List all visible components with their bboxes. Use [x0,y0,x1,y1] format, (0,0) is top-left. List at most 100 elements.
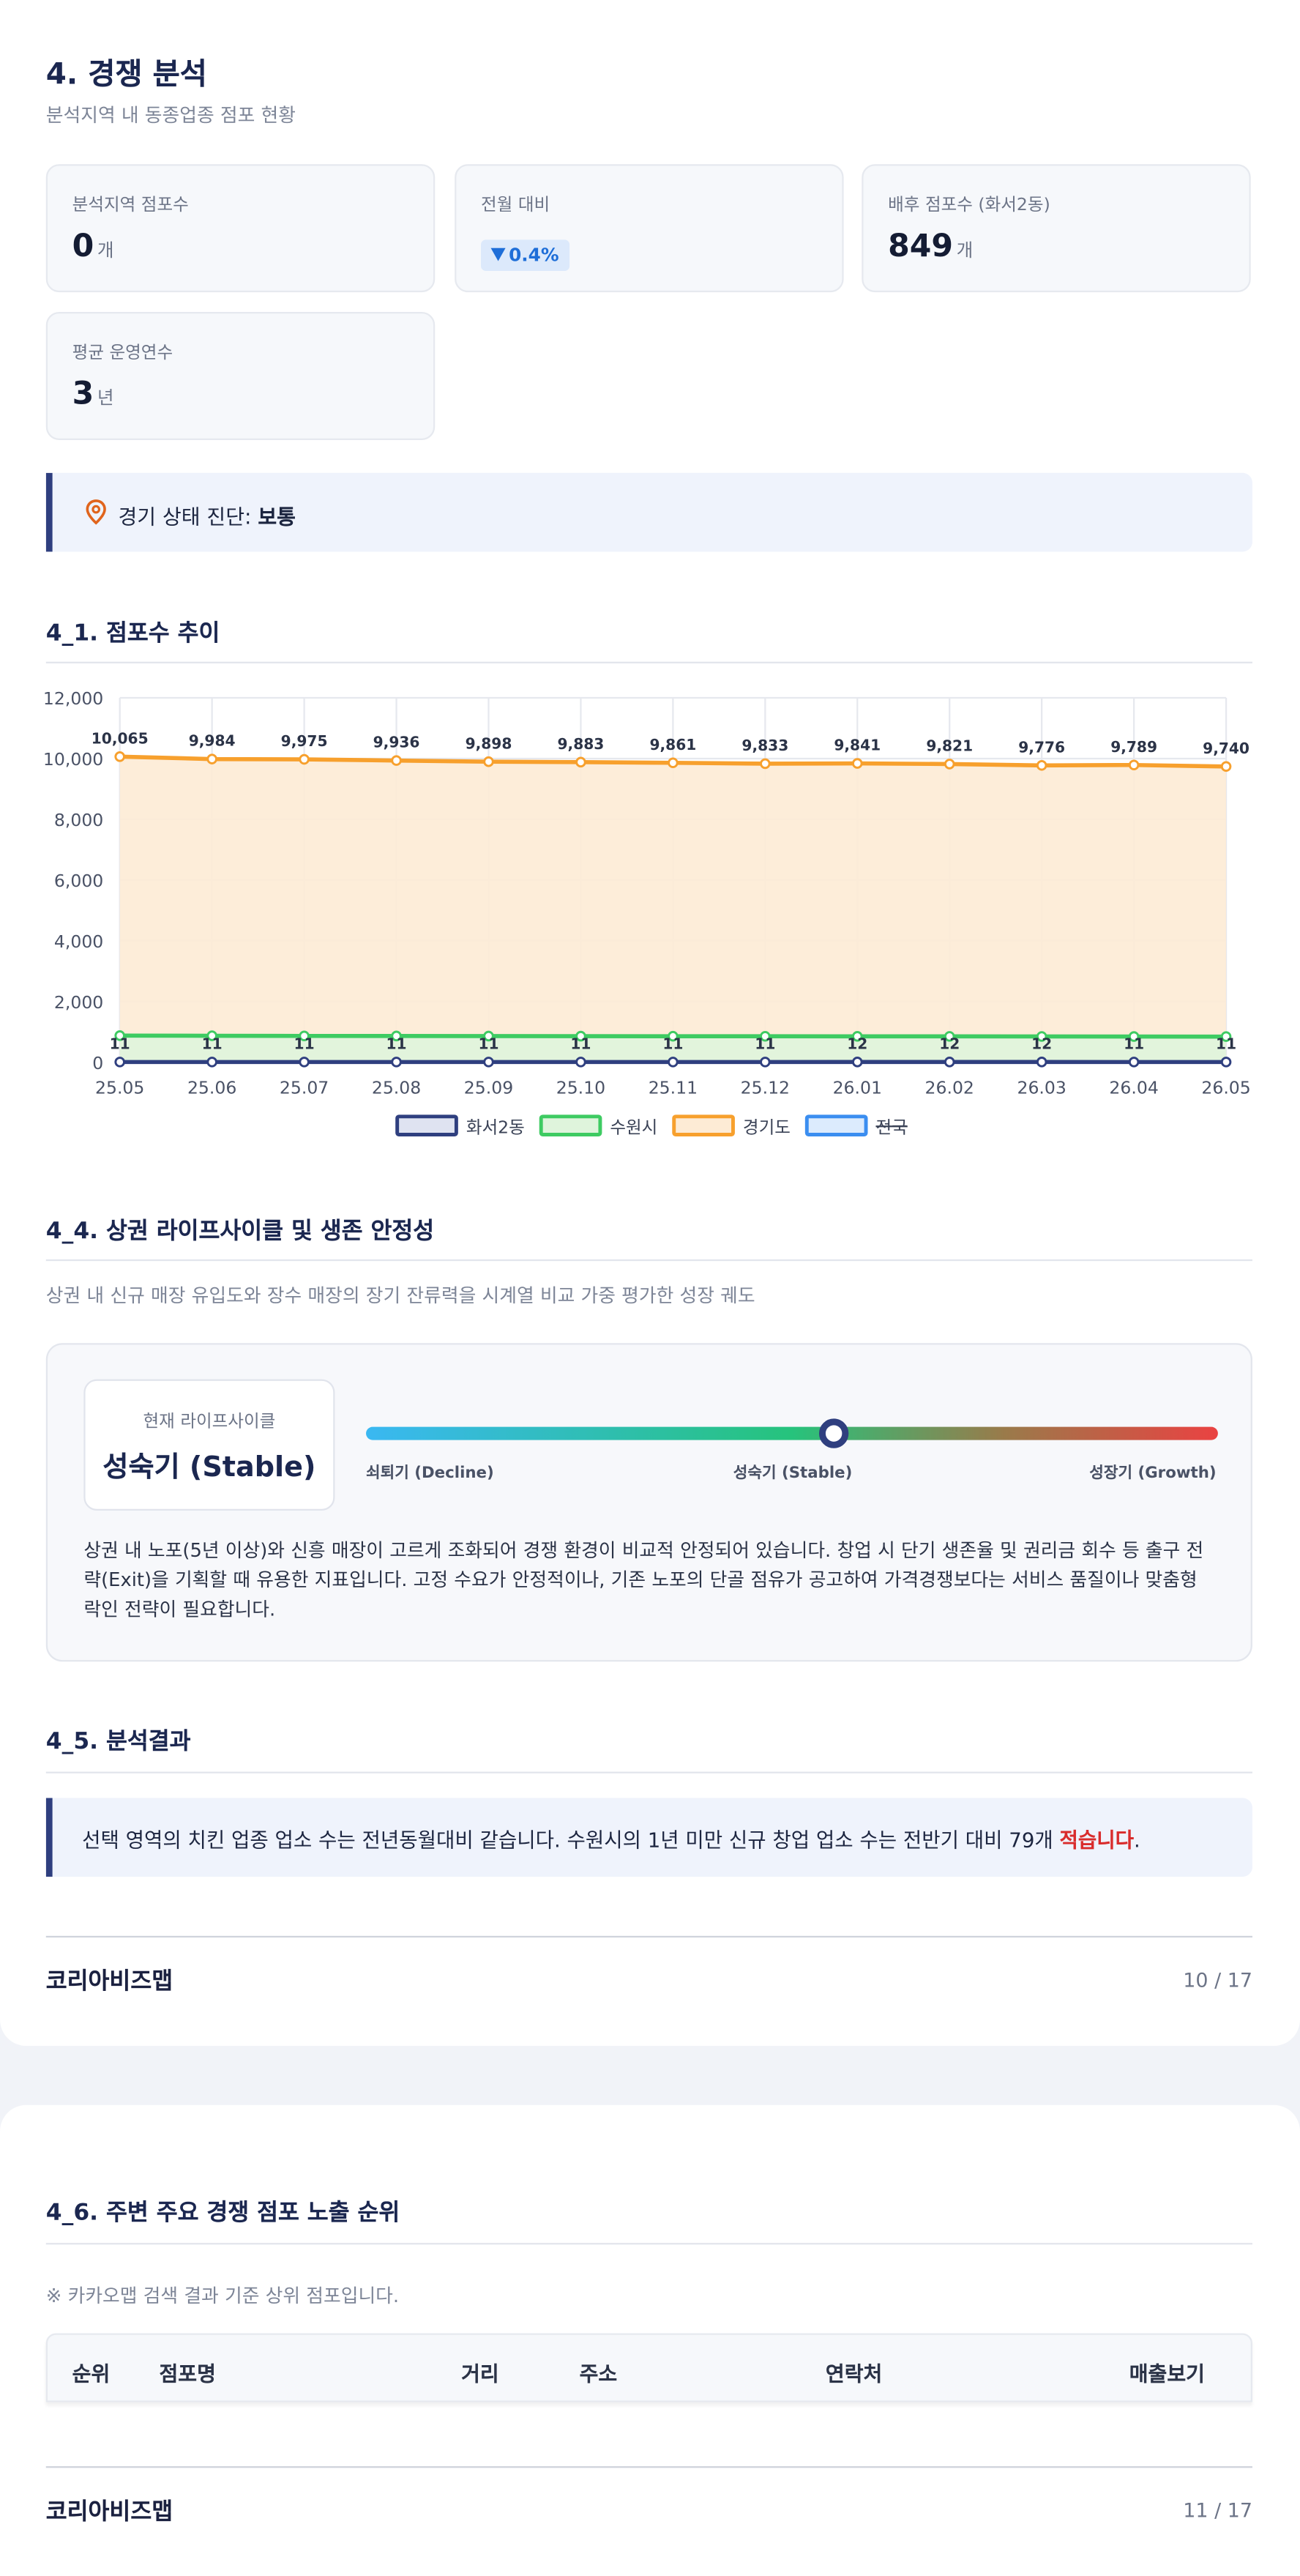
data-label: 9,883 [558,735,605,753]
data-label: 11 [755,1035,775,1052]
diagnosis-alert: 경기 상태 진단: 보통 [45,472,1252,552]
data-label: 9,740 [1203,740,1249,757]
stat-number: 3 [72,376,94,412]
result-emphasis: 적습니다 [1059,1829,1135,1853]
data-point [299,753,310,765]
section-heading: 4_1. 점포수 추이 [45,620,220,647]
scale-label: 성장기 (Growth) [1089,1464,1217,1483]
data-label: 12 [939,1035,960,1052]
divider [45,1771,1252,1773]
data-point [575,1030,586,1042]
data-point [1220,761,1232,773]
data-point [760,1057,771,1068]
data-label: 9,789 [1110,738,1157,756]
result-end: . [1134,1829,1140,1853]
y-tick-label: 12,000 [43,688,103,709]
result-text: 선택 영역의 치킨 업종 업소 수는 전년동월대비 같습니다. 수원시의 1년 … [82,1824,1140,1853]
section-heading: 4_4. 상권 라이프사이클 및 생존 안정성 [45,1218,435,1245]
data-point [299,1057,310,1068]
scale-label: 성숙기 (Stable) [733,1464,853,1483]
data-point [668,1057,679,1068]
data-point [851,1057,863,1068]
footer-brand: 코리아비즈맵 [45,2498,173,2525]
footer-page: 10 / 17 [1183,1968,1252,1992]
data-label: 11 [662,1035,683,1052]
data-label: 9,821 [926,737,973,754]
stat-label: 배후 점포수 (화서2동) [888,195,1050,215]
data-point [851,1031,863,1042]
line-chart: 0 2,000 4,000 6,000 8,000 10,000 12,000 25.05 25… [43,688,1251,1137]
lifecycle-current-label: 현재 라이프사이클 [143,1412,276,1432]
footer-brand: 코리아비즈맵 [45,1968,173,1995]
stat-value: 849 개 [888,228,973,264]
stat-unit: 개 [97,239,114,261]
page-card: 4_6. 주변 주요 경쟁 점포 노출 순위 ※ 카카오맵 검색 결과 기준 상… [0,2104,1300,2576]
x-tick-label: 25.05 [95,1077,144,1098]
data-label: 11 [110,1035,130,1052]
data-point [114,751,125,762]
data-point [575,756,586,768]
data-point [1220,1031,1232,1042]
y-tick-label: 10,000 [43,749,103,770]
section-heading: 4_6. 주변 주요 경쟁 점포 노출 순위 [45,2200,400,2227]
data-point [760,1030,771,1042]
stat-label: 전월 대비 [481,195,550,215]
data-label: 10,065 [91,729,149,747]
lifecycle-marker [818,1418,849,1448]
ranking-note: ※ 카카오맵 검색 결과 기준 상위 점포입니다. [45,2284,400,2307]
x-tick-label: 25.12 [741,1077,790,1098]
diagnosis-text: 경기 상태 진단: 보통 [118,499,296,531]
data-point [944,1031,955,1042]
data-label: 11 [386,1035,407,1052]
y-tick-label: 6,000 [54,871,103,891]
data-label: 9,833 [741,737,788,754]
y-tick-label: 8,000 [54,810,103,830]
column-header: 매출보기 [1129,2361,1205,2386]
y-tick-label: 2,000 [54,992,103,1013]
lifecycle-current-value: 성숙기 (Stable) [102,1451,316,1485]
legend-label: 경기도 [743,1117,791,1137]
data-point [1128,759,1140,771]
lifecycle-panel: 현재 라이프사이클 성숙기 (Stable) 쇠퇴기 (Decline) 성숙기… [45,1343,1252,1662]
data-point [299,1030,310,1042]
stat-label: 평균 운영연수 [72,343,173,363]
divider [45,661,1252,663]
data-point [114,1030,125,1041]
data-point [851,758,863,769]
data-point [206,1030,217,1041]
data-point [1036,1031,1047,1042]
x-tick-label: 25.07 [280,1077,329,1098]
data-label: 11 [1216,1035,1236,1052]
data-label: 12 [847,1035,867,1052]
y-tick-label: 4,000 [54,931,103,952]
data-label: 9,898 [466,734,512,752]
legend-swatch [539,1114,602,1136]
column-header: 주소 [579,2361,618,2386]
column-header: 점포명 [159,2361,216,2386]
data-point [1036,759,1047,771]
data-label: 11 [294,1035,315,1052]
legend-swatch [672,1114,735,1136]
lifecycle-bar [366,1426,1218,1440]
pin-icon [86,499,106,525]
data-point [483,1057,494,1068]
data-point [944,759,955,770]
stat-card: 전월 대비 0.4% [455,164,844,293]
y-tick-label: 0 [92,1053,103,1073]
ranking-table-header: 순위 점포명 거리 주소 연락처 매출보기 [45,2333,1252,2402]
legend-swatch [395,1114,458,1136]
data-point [114,1057,125,1068]
column-header: 순위 [72,2361,111,2386]
footer-page: 11 / 17 [1183,2498,1252,2523]
divider [45,2243,1252,2245]
data-label: 12 [1031,1035,1052,1052]
section-title: 4. 경쟁 분석 [45,57,207,92]
stat-unit: 년 [97,387,114,409]
diagnosis-value: 보통 [258,504,296,529]
data-point [575,1057,586,1068]
legend-label: 화서2동 [466,1117,525,1137]
